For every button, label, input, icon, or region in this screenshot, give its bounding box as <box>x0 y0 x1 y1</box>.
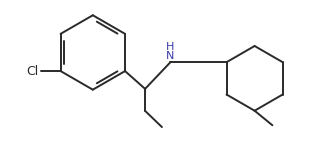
Text: H: H <box>166 42 174 52</box>
Text: Cl: Cl <box>26 65 38 78</box>
Text: N: N <box>166 51 174 61</box>
